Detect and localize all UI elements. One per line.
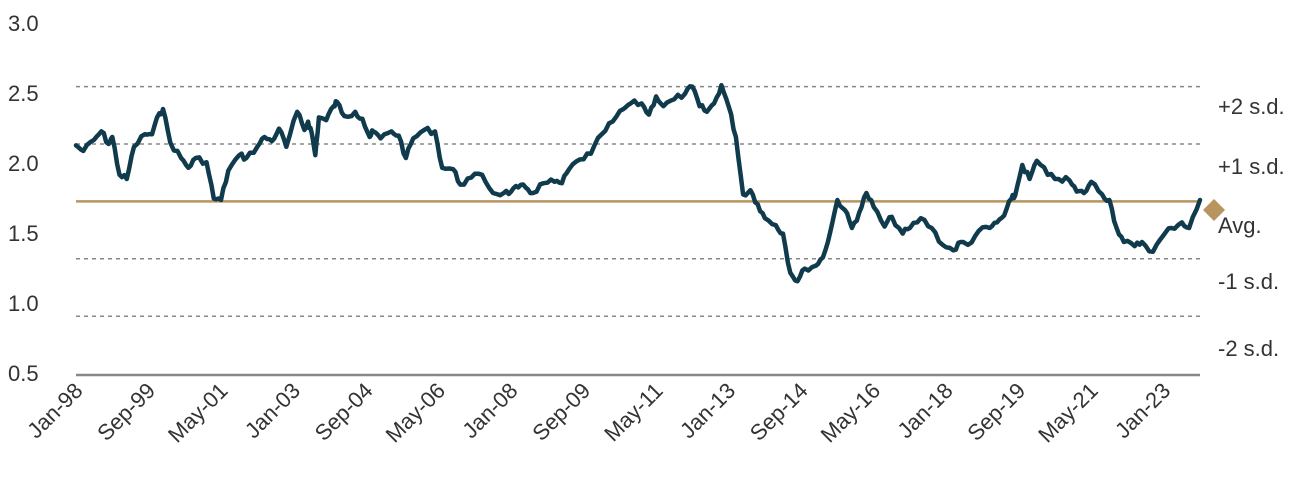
x-tick-label: Sep-14 bbox=[745, 378, 813, 446]
x-tick-label: May-21 bbox=[1033, 378, 1103, 448]
x-tick-label: Jan-08 bbox=[457, 378, 522, 443]
y-tick-label: 1.0 bbox=[8, 291, 39, 316]
x-tick-label: Jan-13 bbox=[675, 378, 740, 443]
x-tick-labels: Jan-98 Sep-99 May-01 Jan-03 Sep-04 May-06 Jan-… bbox=[22, 378, 1175, 448]
y-tick-labels: 0.5 1.0 1.5 2.0 2.5 3.0 bbox=[8, 11, 39, 386]
x-tick-label: Sep-99 bbox=[92, 378, 160, 446]
y-tick-label: 2.0 bbox=[8, 151, 39, 176]
x-tick-label: Jan-23 bbox=[1110, 378, 1175, 443]
x-tick-label: Jan-18 bbox=[892, 378, 957, 443]
y-tick-label: 0.5 bbox=[8, 361, 39, 386]
reference-line-label: -2 s.d. bbox=[1218, 336, 1279, 361]
x-tick-label: Sep-19 bbox=[962, 378, 1030, 446]
reference-line-label: +2 s.d. bbox=[1218, 94, 1285, 119]
y-tick-label: 1.5 bbox=[8, 221, 39, 246]
end-marker-layer bbox=[1203, 199, 1225, 221]
x-tick-label: May-01 bbox=[163, 378, 233, 448]
reference-lines bbox=[76, 85, 1200, 317]
x-tick-label: Jan-03 bbox=[240, 378, 305, 443]
x-tick-label: May-16 bbox=[816, 378, 886, 448]
x-tick-label: Jan-98 bbox=[22, 378, 87, 443]
x-tick-label: Sep-09 bbox=[527, 378, 595, 446]
x-tick-label: May-11 bbox=[599, 378, 667, 446]
x-tick-label: Sep-04 bbox=[310, 378, 378, 446]
y-tick-label: 2.5 bbox=[8, 81, 39, 106]
reference-line-label: Avg. bbox=[1218, 213, 1262, 238]
reference-line-label: +1 s.d. bbox=[1218, 154, 1285, 179]
series-layer bbox=[73, 82, 1203, 284]
y-tick-label: 3.0 bbox=[8, 11, 39, 36]
latest-value-marker bbox=[1203, 199, 1225, 221]
x-tick-label: May-06 bbox=[381, 378, 451, 448]
reference-line-labels: +2 s.d. +1 s.d. Avg. -1 s.d. -2 s.d. bbox=[1218, 94, 1285, 361]
series-line bbox=[73, 82, 1203, 284]
reference-line-label: -1 s.d. bbox=[1218, 269, 1279, 294]
